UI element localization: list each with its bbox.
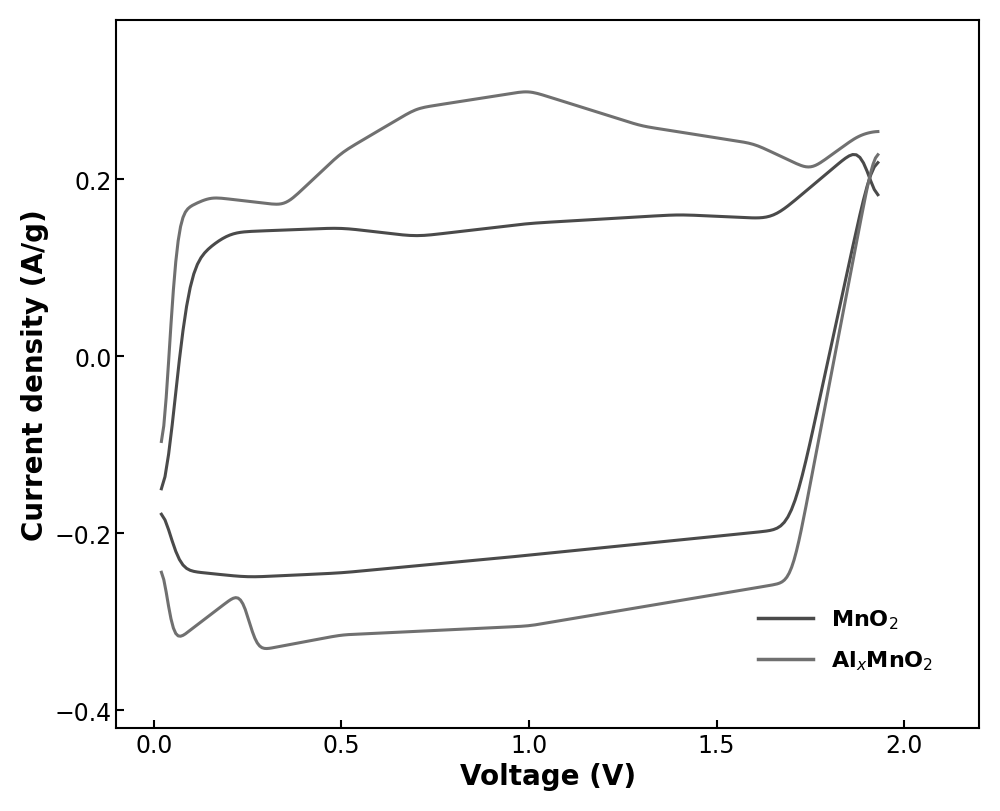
Legend: MnO$_2$, Al$_x$MnO$_2$: MnO$_2$, Al$_x$MnO$_2$: [749, 599, 942, 681]
Y-axis label: Current density (A/g): Current density (A/g): [21, 208, 49, 540]
X-axis label: Voltage (V): Voltage (V): [460, 762, 636, 790]
